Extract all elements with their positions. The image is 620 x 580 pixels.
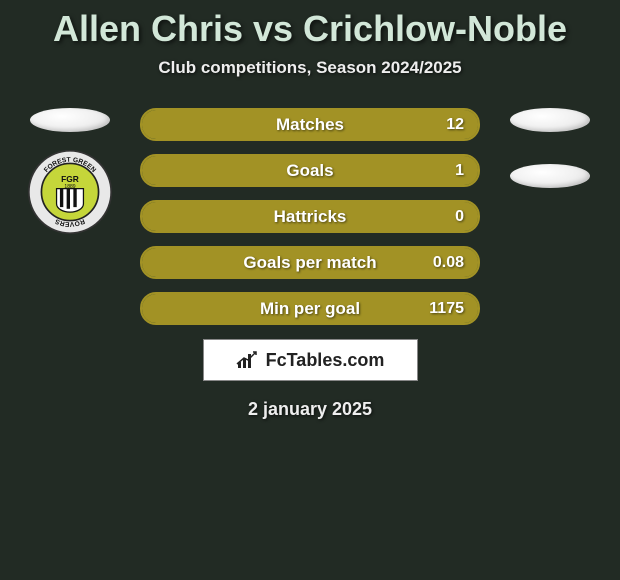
stat-label: Goals per match [142, 248, 478, 277]
stat-label: Matches [142, 110, 478, 139]
comparison-panel: FGR 1889 FOREST GREEN ROVERS Matches12 Go… [0, 108, 620, 325]
stat-value-right: 1 [455, 156, 464, 185]
subtitle: Club competitions, Season 2024/2025 [0, 58, 620, 78]
fctables-logo-text: FcTables.com [266, 350, 385, 371]
stat-row: Goals per match0.08 [140, 246, 480, 279]
stat-value-right: 0 [455, 202, 464, 231]
stat-value-right: 0.08 [433, 248, 464, 277]
right-player-col [500, 108, 600, 206]
svg-text:FGR: FGR [61, 174, 79, 184]
stat-row: Matches12 [140, 108, 480, 141]
player-oval-icon [510, 164, 590, 188]
bar-chart-icon [236, 350, 260, 370]
player-oval-icon [30, 108, 110, 132]
stat-label: Goals [142, 156, 478, 185]
stat-label: Min per goal [142, 294, 478, 323]
club-crest-forest-green: FGR 1889 FOREST GREEN ROVERS [28, 150, 112, 234]
stat-rows: Matches12 Goals1 Hattricks0 Goals per match… [140, 108, 480, 325]
page-title: Allen Chris vs Crichlow-Noble [0, 0, 620, 50]
stat-row: Min per goal1175 [140, 292, 480, 325]
stat-row: Goals1 [140, 154, 480, 187]
stat-label: Hattricks [142, 202, 478, 231]
stat-value-right: 12 [446, 110, 464, 139]
snapshot-date: 2 january 2025 [0, 399, 620, 420]
fctables-logo: FcTables.com [203, 339, 418, 381]
player-oval-icon [510, 108, 590, 132]
stat-value-right: 1175 [429, 294, 464, 323]
svg-text:1889: 1889 [64, 184, 75, 190]
left-player-col: FGR 1889 FOREST GREEN ROVERS [20, 108, 120, 234]
stat-row: Hattricks0 [140, 200, 480, 233]
